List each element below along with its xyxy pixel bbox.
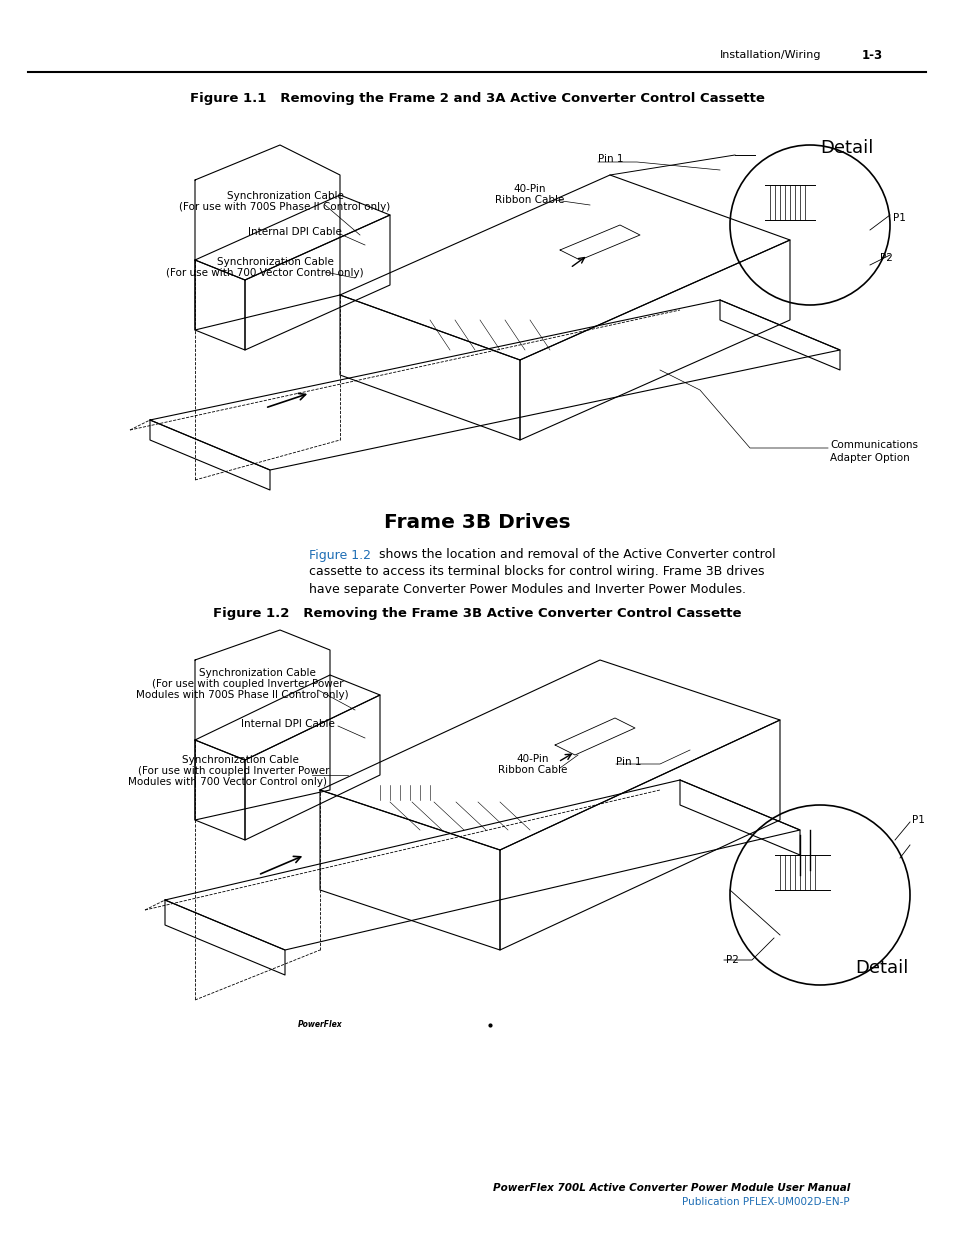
- Text: PowerFlex 700L Active Converter Power Module User Manual: PowerFlex 700L Active Converter Power Mo…: [493, 1183, 849, 1193]
- Text: Communications: Communications: [829, 440, 917, 450]
- Text: Synchronization Cable: Synchronization Cable: [181, 755, 298, 764]
- Text: Synchronization Cable: Synchronization Cable: [226, 191, 343, 201]
- Text: Frame 3B Drives: Frame 3B Drives: [383, 513, 570, 531]
- Text: Publication PFLEX-UM002D-EN-P: Publication PFLEX-UM002D-EN-P: [681, 1197, 849, 1207]
- Text: (For use with coupled Inverter Power: (For use with coupled Inverter Power: [152, 679, 343, 689]
- Text: P1: P1: [892, 212, 905, 224]
- Text: Adapter Option: Adapter Option: [829, 453, 909, 463]
- Text: P2: P2: [725, 955, 739, 965]
- Text: 40-Pin: 40-Pin: [517, 755, 549, 764]
- Text: Pin 1: Pin 1: [598, 154, 623, 164]
- Text: P1: P1: [911, 815, 923, 825]
- Text: Internal DPI Cable: Internal DPI Cable: [248, 227, 341, 237]
- Text: P2: P2: [879, 253, 892, 263]
- Text: Figure 1.2   Removing the Frame 3B Active Converter Control Cassette: Figure 1.2 Removing the Frame 3B Active …: [213, 606, 740, 620]
- Text: Modules with 700 Vector Control only): Modules with 700 Vector Control only): [129, 777, 327, 787]
- Text: have separate Converter Power Modules and Inverter Power Modules.: have separate Converter Power Modules an…: [309, 583, 745, 595]
- Text: Installation/Wiring: Installation/Wiring: [720, 49, 821, 61]
- Text: Figure 1.2: Figure 1.2: [309, 548, 371, 562]
- Text: Internal DPI Cable: Internal DPI Cable: [241, 719, 335, 729]
- Text: (For use with 700 Vector Control only): (For use with 700 Vector Control only): [166, 268, 363, 278]
- Text: Pin 1: Pin 1: [616, 757, 640, 767]
- Text: Synchronization Cable: Synchronization Cable: [216, 257, 334, 267]
- Text: 40-Pin: 40-Pin: [514, 184, 546, 194]
- Text: Detail: Detail: [820, 140, 872, 157]
- Text: Modules with 700S Phase II Control only): Modules with 700S Phase II Control only): [135, 690, 348, 700]
- Text: Ribbon Cable: Ribbon Cable: [497, 764, 567, 776]
- Text: (For use with 700S Phase II Control only): (For use with 700S Phase II Control only…: [179, 203, 390, 212]
- Text: Figure 1.1   Removing the Frame 2 and 3A Active Converter Control Cassette: Figure 1.1 Removing the Frame 2 and 3A A…: [190, 91, 763, 105]
- Text: shows the location and removal of the Active Converter control: shows the location and removal of the Ac…: [375, 548, 775, 562]
- Text: PowerFlex: PowerFlex: [297, 1020, 342, 1030]
- Text: cassette to access its terminal blocks for control wiring. Frame 3B drives: cassette to access its terminal blocks f…: [309, 566, 763, 578]
- Text: Synchronization Cable: Synchronization Cable: [198, 668, 315, 678]
- Text: (For use with coupled Inverter Power: (For use with coupled Inverter Power: [138, 766, 330, 776]
- Text: 1-3: 1-3: [862, 48, 882, 62]
- Text: Detail: Detail: [854, 960, 907, 977]
- Text: Ribbon Cable: Ribbon Cable: [495, 195, 564, 205]
